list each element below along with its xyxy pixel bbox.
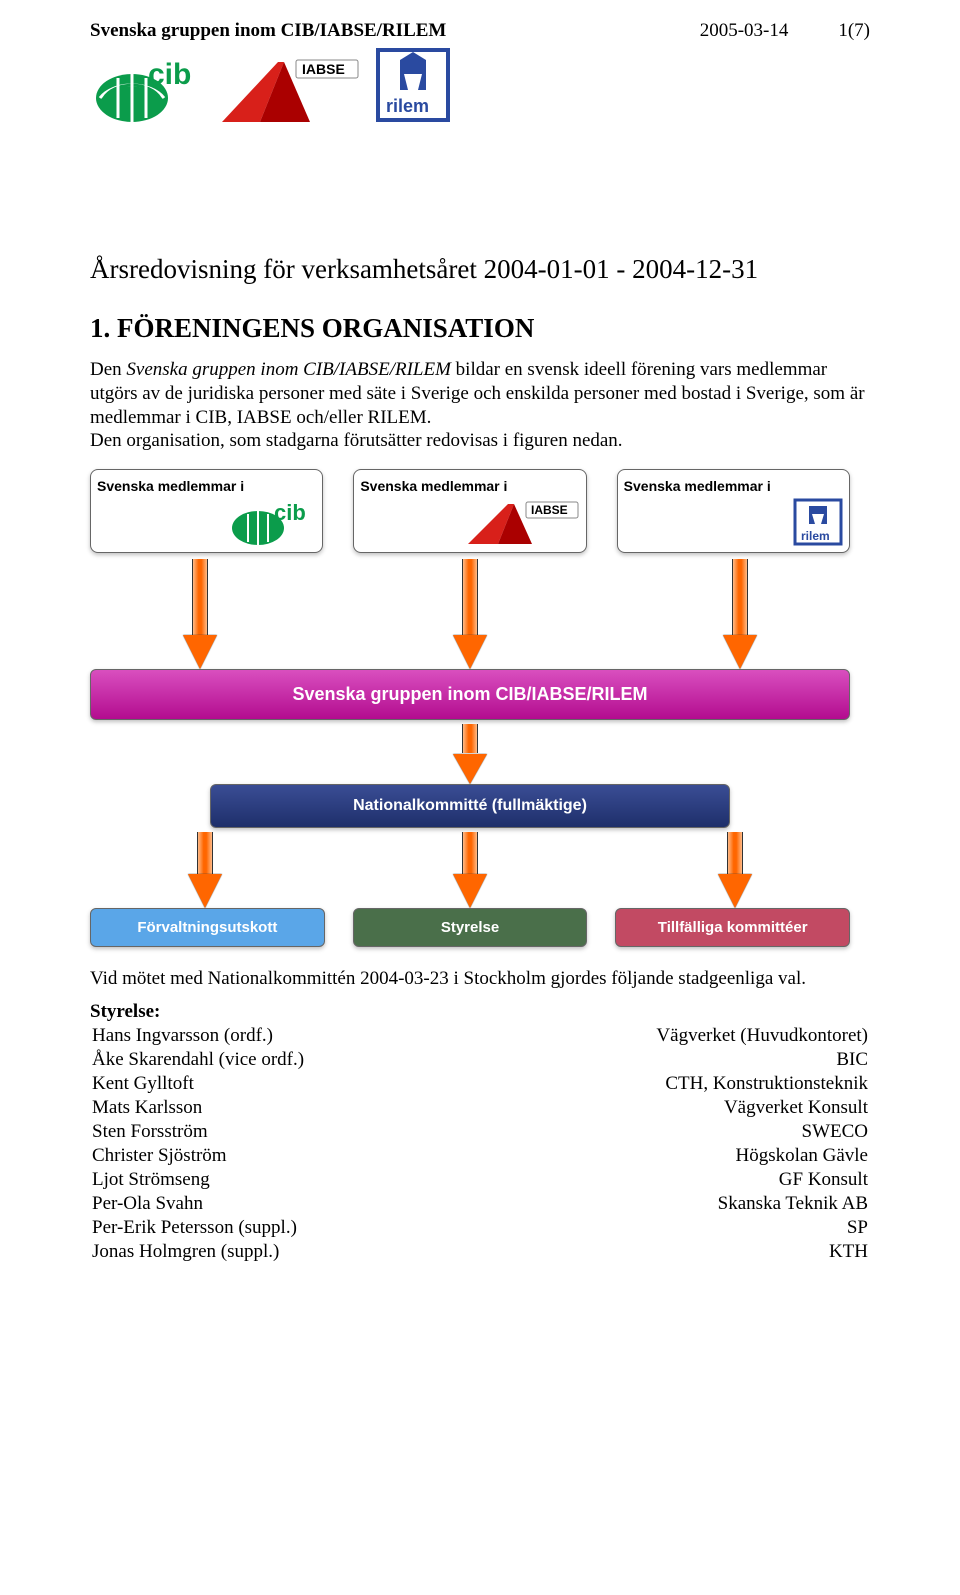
member-box-rilem: Svenska medlemmar i rilem bbox=[617, 469, 850, 553]
cib-logo-icon: cib bbox=[97, 498, 316, 546]
styrelse-org: CTH, Konstruktionsteknik bbox=[481, 1073, 868, 1095]
styrelse-org: Vägverket (Huvudkontoret) bbox=[481, 1025, 868, 1047]
intro-paragraph: Den Svenska gruppen inom CIB/IABSE/RILEM… bbox=[90, 358, 870, 453]
arrow-down-icon bbox=[190, 832, 220, 908]
styrelse-name: Mats Karlsson bbox=[92, 1097, 479, 1119]
arrow-down-icon bbox=[455, 724, 485, 784]
iabse-logo-icon: IABSE bbox=[212, 56, 362, 124]
styrelse-org: GF Konsult bbox=[481, 1169, 868, 1191]
styrelse-heading: Styrelse: bbox=[90, 1001, 870, 1023]
styrelse-name: Per-Ola Svahn bbox=[92, 1193, 479, 1215]
committee-box: Förvaltningsutskott bbox=[90, 908, 325, 947]
svg-text:rilem: rilem bbox=[801, 529, 830, 543]
document-page: Svenska gruppen inom CIB/IABSE/RILEM 200… bbox=[0, 0, 960, 1285]
styrelse-org: SWECO bbox=[481, 1121, 868, 1143]
styrelse-row: Sten ForsströmSWECO bbox=[92, 1121, 868, 1143]
header-pagenum: 1(7) bbox=[838, 20, 870, 42]
styrelse-row: Per-Ola SvahnSkanska Teknik AB bbox=[92, 1193, 868, 1215]
group-bar: Svenska gruppen inom CIB/IABSE/RILEM bbox=[90, 669, 850, 720]
styrelse-name: Ljot Strömseng bbox=[92, 1169, 479, 1191]
styrelse-name: Jonas Holmgren (suppl.) bbox=[92, 1241, 479, 1263]
styrelse-row: Mats KarlssonVägverket Konsult bbox=[92, 1097, 868, 1119]
styrelse-row: Christer SjöströmHögskolan Gävle bbox=[92, 1145, 868, 1167]
page-header: Svenska gruppen inom CIB/IABSE/RILEM 200… bbox=[90, 20, 870, 42]
iabse-logo-icon: IABSE bbox=[360, 498, 579, 546]
committee-box: Styrelse bbox=[353, 908, 588, 947]
member-box-cib: Svenska medlemmar i cib bbox=[90, 469, 323, 553]
styrelse-org: Högskolan Gävle bbox=[481, 1145, 868, 1167]
document-title: Årsredovisning för verksamhetsåret 2004-… bbox=[90, 254, 870, 285]
national-committee-bar: Nationalkommitté (fullmäktige) bbox=[210, 784, 730, 828]
arrow-down-icon bbox=[455, 559, 485, 669]
arrow-down-icon bbox=[725, 559, 755, 669]
svg-text:IABSE: IABSE bbox=[531, 503, 568, 517]
styrelse-name: Sten Forsström bbox=[92, 1121, 479, 1143]
styrelse-row: Kent GylltoftCTH, Konstruktionsteknik bbox=[92, 1073, 868, 1095]
arrow-down-icon bbox=[720, 832, 750, 908]
styrelse-org: BIC bbox=[481, 1049, 868, 1071]
styrelse-org: KTH bbox=[481, 1241, 868, 1263]
arrow-down-icon bbox=[455, 832, 485, 908]
styrelse-row: Åke Skarendahl (vice ordf.)BIC bbox=[92, 1049, 868, 1071]
styrelse-name: Åke Skarendahl (vice ordf.) bbox=[92, 1049, 479, 1071]
svg-text:IABSE: IABSE bbox=[302, 61, 345, 77]
arrow-down-icon bbox=[185, 559, 215, 669]
styrelse-row: Jonas Holmgren (suppl.)KTH bbox=[92, 1241, 868, 1263]
svg-text:rilem: rilem bbox=[386, 96, 429, 116]
committee-box: Tillfälliga kommittéer bbox=[615, 908, 850, 947]
styrelse-row: Per-Erik Petersson (suppl.)SP bbox=[92, 1217, 868, 1239]
member-box-iabse: Svenska medlemmar i IABSE bbox=[353, 469, 586, 553]
svg-text:cib: cib bbox=[148, 58, 191, 91]
header-date: 2005-03-14 bbox=[700, 20, 789, 42]
bottom-boxes-row: Förvaltningsutskott Styrelse Tillfälliga k… bbox=[90, 908, 850, 947]
section-heading: 1. FÖRENINGENS ORGANISATION bbox=[90, 313, 870, 344]
svg-text:cib: cib bbox=[274, 500, 306, 525]
styrelse-org: Skanska Teknik AB bbox=[481, 1193, 868, 1215]
para-after-diagram: Vid mötet med Nationalkommittén 2004-03-… bbox=[90, 967, 870, 991]
styrelse-name: Per-Erik Petersson (suppl.) bbox=[92, 1217, 479, 1239]
styrelse-row: Ljot StrömsengGF Konsult bbox=[92, 1169, 868, 1191]
member-box-label: Svenska medlemmar i bbox=[97, 478, 316, 494]
rilem-logo-icon: rilem bbox=[374, 46, 452, 124]
styrelse-row: Hans Ingvarsson (ordf.)Vägverket (Huvudk… bbox=[92, 1025, 868, 1047]
member-box-label: Svenska medlemmar i bbox=[360, 478, 579, 494]
styrelse-org: Vägverket Konsult bbox=[481, 1097, 868, 1119]
cib-logo-icon: cib bbox=[90, 56, 200, 124]
rilem-logo-icon: rilem bbox=[624, 498, 843, 546]
styrelse-name: Christer Sjöström bbox=[92, 1145, 479, 1167]
member-box-label: Svenska medlemmar i bbox=[624, 478, 843, 494]
arrows-bottom bbox=[90, 832, 850, 908]
styrelse-org: SP bbox=[481, 1217, 868, 1239]
styrelse-name: Hans Ingvarsson (ordf.) bbox=[92, 1025, 479, 1047]
styrelse-name: Kent Gylltoft bbox=[92, 1073, 479, 1095]
org-diagram: Svenska medlemmar i cib Svenska medlemma… bbox=[90, 469, 850, 947]
arrows-top bbox=[90, 559, 850, 669]
arrow-mid bbox=[90, 724, 850, 784]
header-org: Svenska gruppen inom CIB/IABSE/RILEM bbox=[90, 20, 446, 42]
header-logos: cib IABSE rilem bbox=[90, 46, 870, 124]
styrelse-list: Hans Ingvarsson (ordf.)Vägverket (Huvudk… bbox=[90, 1023, 870, 1265]
